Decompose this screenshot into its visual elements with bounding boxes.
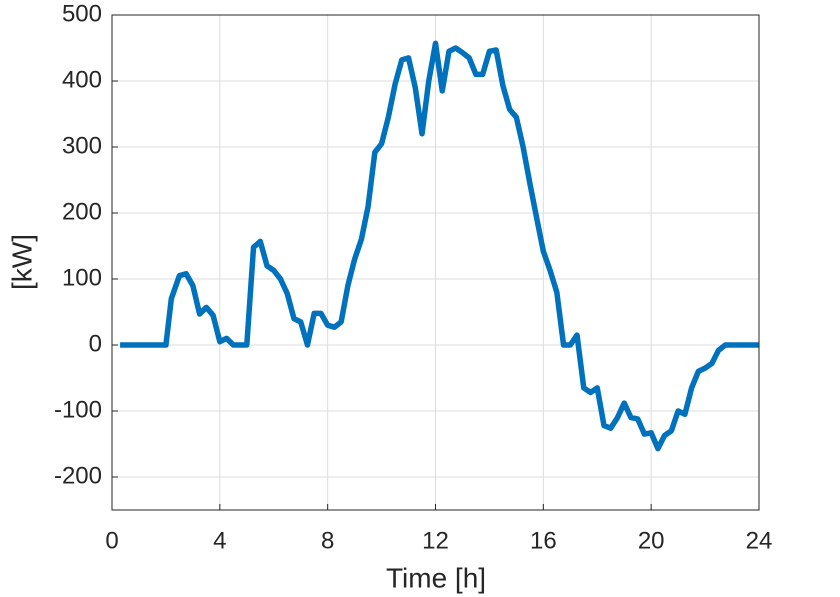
- y-tick-label: -200: [54, 462, 102, 489]
- x-tick-label: 4: [213, 527, 226, 554]
- data-line: [120, 40, 759, 452]
- plot-area: [120, 40, 759, 452]
- ticks: 0 4 8 12 16 20 24 -200 -100 0 100 200 300 400 500: [54, 0, 772, 554]
- y-tick-label: 300: [62, 132, 102, 159]
- y-tick-label: -100: [54, 396, 102, 423]
- x-tick-label: 24: [746, 527, 773, 554]
- y-tick-label: 400: [62, 66, 102, 93]
- x-tick-label: 20: [638, 527, 665, 554]
- y-axis-label: [kW]: [6, 234, 37, 290]
- x-tick-label: 8: [321, 527, 334, 554]
- x-tick-label: 16: [530, 527, 557, 554]
- y-tick-label: 0: [89, 330, 102, 357]
- y-tick-label: 100: [62, 264, 102, 291]
- y-tick-label: 200: [62, 198, 102, 225]
- x-axis-label: Time [h]: [386, 562, 486, 593]
- grid: [111, 14, 760, 510]
- x-tick-label: 0: [105, 527, 118, 554]
- y-tick-label: 500: [62, 0, 102, 27]
- x-tick-label: 12: [422, 527, 449, 554]
